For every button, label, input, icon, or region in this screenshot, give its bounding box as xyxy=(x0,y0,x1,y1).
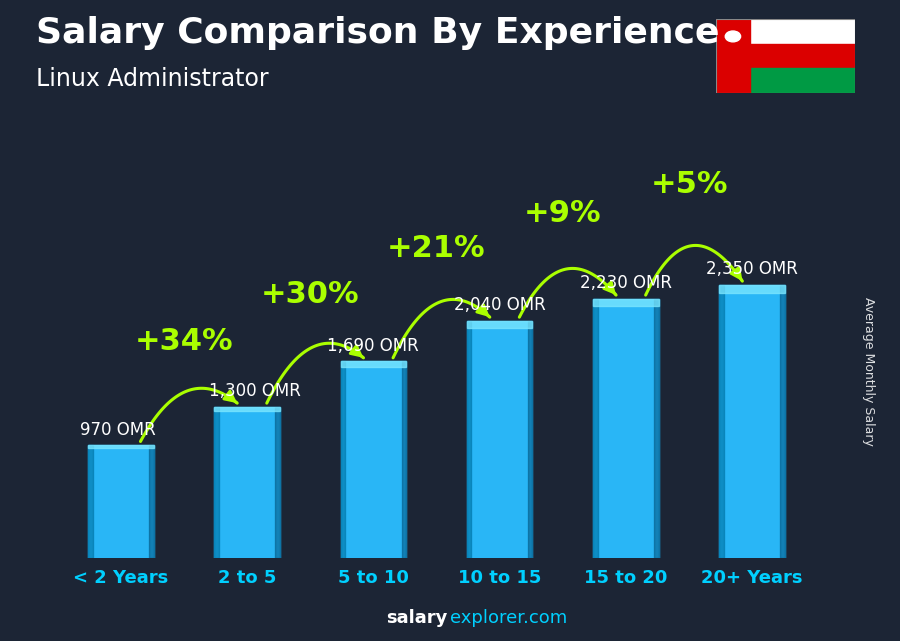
Bar xyxy=(467,320,533,558)
Bar xyxy=(593,299,598,558)
Bar xyxy=(401,362,406,558)
Text: 1,690 OMR: 1,690 OMR xyxy=(328,337,419,355)
Bar xyxy=(340,362,406,367)
Text: 1,300 OMR: 1,300 OMR xyxy=(209,382,302,400)
Text: +34%: +34% xyxy=(135,326,233,356)
Bar xyxy=(467,320,533,328)
Bar xyxy=(751,44,855,69)
Text: +5%: +5% xyxy=(651,170,728,199)
Text: 2,230 OMR: 2,230 OMR xyxy=(580,274,672,292)
Bar xyxy=(88,445,93,558)
Bar xyxy=(214,406,280,411)
Text: Average Monthly Salary: Average Monthly Salary xyxy=(862,297,875,446)
Bar xyxy=(593,299,659,558)
Text: Salary Comparison By Experience: Salary Comparison By Experience xyxy=(36,16,719,50)
Bar xyxy=(751,69,855,93)
Text: salary: salary xyxy=(386,609,447,627)
Bar xyxy=(88,445,154,448)
Text: 2,040 OMR: 2,040 OMR xyxy=(454,296,545,314)
Bar xyxy=(654,299,659,558)
Bar xyxy=(214,406,219,558)
Bar xyxy=(719,285,785,293)
Text: 970 OMR: 970 OMR xyxy=(80,420,156,438)
Bar xyxy=(149,445,154,558)
Text: explorer.com: explorer.com xyxy=(450,609,567,627)
Bar xyxy=(780,285,785,558)
Bar xyxy=(88,445,154,558)
Text: Linux Administrator: Linux Administrator xyxy=(36,67,268,91)
Text: 2,350 OMR: 2,350 OMR xyxy=(706,260,798,278)
Bar xyxy=(467,320,472,558)
Bar xyxy=(340,362,406,558)
Text: +9%: +9% xyxy=(524,199,601,228)
Bar xyxy=(593,299,659,306)
Text: +21%: +21% xyxy=(387,233,486,263)
Bar xyxy=(275,406,280,558)
Bar xyxy=(719,285,785,558)
Bar xyxy=(719,285,724,558)
Bar xyxy=(751,19,855,44)
Bar xyxy=(340,362,345,558)
Circle shape xyxy=(725,31,741,42)
Text: +30%: +30% xyxy=(261,280,359,309)
Bar xyxy=(716,19,751,93)
Bar xyxy=(214,406,280,558)
Bar xyxy=(528,320,533,558)
